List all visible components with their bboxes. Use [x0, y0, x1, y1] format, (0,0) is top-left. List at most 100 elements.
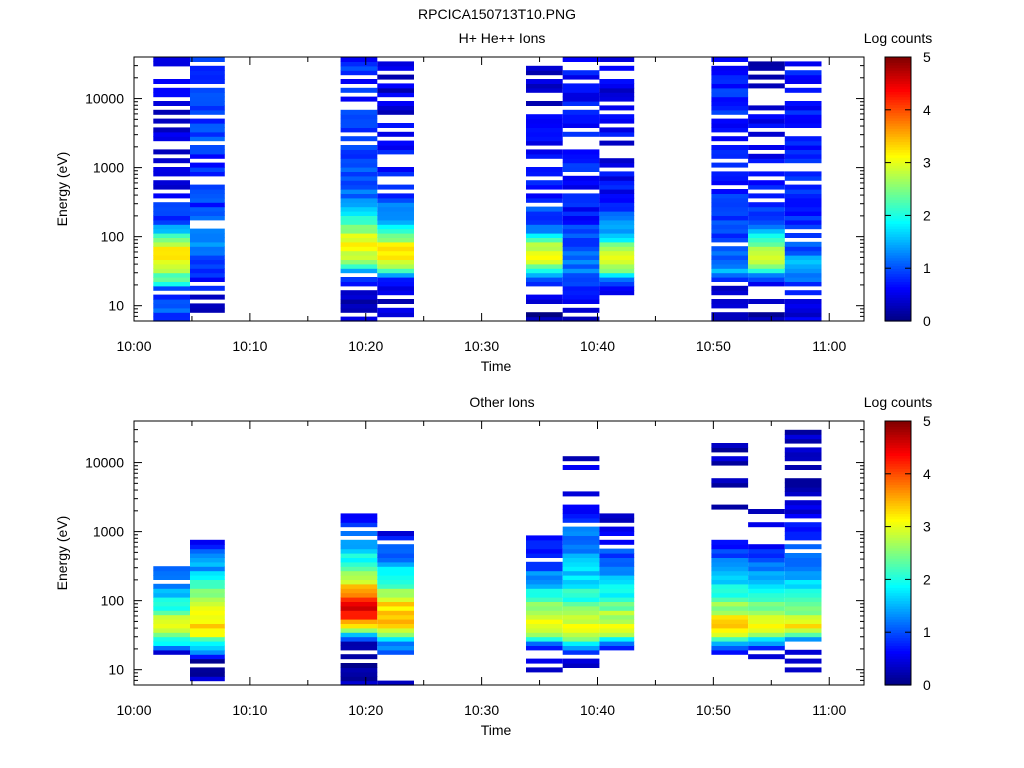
spectrogram-panel-1: 10:00 10:10 10:20 10:30 10:40 10:50 11:0010100…: [54, 30, 932, 374]
spectrogram-cell: [562, 517, 600, 523]
spectrogram-cell: [784, 610, 822, 616]
spectrogram-cell: [340, 241, 378, 247]
spectrogram-cell: [784, 101, 822, 106]
colorbar-swatch: [885, 130, 911, 135]
colorbar-swatch: [885, 666, 911, 670]
spectrogram-cell: [340, 263, 378, 269]
spectrogram-cell: [340, 237, 378, 243]
spectrogram-cell: [748, 241, 785, 247]
colorbar-swatch: [885, 112, 911, 116]
colorbar-swatch: [885, 671, 911, 676]
spectrogram-cell: [599, 557, 635, 563]
spectrogram-cell: [748, 627, 785, 633]
spectrogram-cell: [711, 548, 749, 554]
spectrogram-cell: [526, 83, 563, 89]
spectrogram-cell: [711, 162, 749, 168]
spectrogram-cell: [599, 579, 635, 585]
time-bin-column: [190, 57, 225, 313]
colorbar-swatch: [885, 444, 911, 448]
colorbar-swatch: [885, 492, 911, 496]
spectrogram-cell: [599, 57, 635, 62]
spectrogram-cell: [711, 233, 749, 238]
spectrogram-cell: [711, 456, 749, 462]
y-tick-label: 100: [101, 229, 125, 245]
spectrogram-cell: [748, 610, 785, 616]
spectrogram-cell: [526, 206, 563, 212]
spectrogram-cell: [153, 268, 190, 274]
spectrogram-cell: [153, 285, 190, 291]
spectrogram-cell: [526, 294, 563, 300]
colorbar-swatch: [885, 642, 911, 646]
colorbar-swatch: [885, 260, 911, 264]
spectrogram-cell: [377, 206, 414, 212]
spectrogram-cell: [190, 96, 225, 102]
spectrogram-cell: [711, 70, 749, 76]
spectrogram-cell: [562, 237, 600, 243]
spectrogram-cell: [599, 219, 635, 225]
spectrogram-cell: [784, 509, 822, 514]
spectrogram-cell: [599, 570, 635, 576]
spectrogram-cell: [526, 101, 563, 106]
spectrogram-cell: [340, 561, 378, 567]
x-tick-label: 10:20: [348, 702, 383, 718]
spectrogram-cell: [153, 61, 190, 67]
spectrogram-cell: [599, 268, 635, 274]
spectrogram-cell: [599, 290, 635, 296]
colorbar-swatch: [885, 423, 911, 427]
colorbar-swatch: [885, 138, 911, 143]
spectrogram-cell: [748, 171, 785, 177]
spectrogram-cell: [784, 268, 822, 274]
spectrogram-cell: [562, 658, 600, 664]
spectrogram-cell: [784, 491, 822, 497]
colorbar-swatch: [885, 183, 911, 187]
colorbar-swatch: [885, 173, 911, 177]
spectrogram-cell: [377, 649, 414, 655]
spectrogram-cell: [526, 259, 563, 265]
colorbar-tick-label: 0: [923, 677, 931, 693]
spectrogram-cell: [377, 145, 414, 150]
spectrogram-cell: [526, 627, 563, 633]
time-bin-column: [526, 535, 563, 673]
spectrogram-cell: [784, 277, 822, 282]
spectrogram-cell: [377, 83, 414, 89]
colorbar-swatch: [885, 677, 911, 681]
spectrogram-cell: [153, 167, 190, 172]
spectrogram-cell: [153, 649, 190, 655]
time-bin-column: [526, 65, 563, 322]
colorbar-swatch: [885, 487, 911, 491]
colorbar-swatch: [885, 648, 911, 652]
spectrogram-cell: [526, 566, 563, 572]
spectrogram-cell: [377, 610, 414, 616]
spectrogram-cell: [562, 101, 600, 106]
spectrogram-cell: [190, 136, 225, 142]
spectrogram-cell: [784, 224, 822, 230]
spectrogram-cell: [526, 619, 563, 624]
spectrogram-cell: [784, 206, 822, 212]
spectrogram-cell: [784, 136, 822, 142]
spectrogram-cell: [748, 65, 785, 71]
time-bin-column: [599, 513, 635, 651]
colorbar-swatch: [885, 286, 911, 290]
spectrogram-cell: [377, 101, 414, 106]
spectrogram-cell: [711, 290, 749, 296]
spectrogram-cell: [153, 246, 190, 252]
spectrogram-cell: [526, 605, 563, 611]
spectrogram-cell: [711, 145, 749, 150]
spectrogram-cell: [377, 184, 414, 190]
colorbar-swatch: [885, 146, 911, 150]
spectrogram-cell: [377, 680, 414, 686]
y-tick-label: 100: [101, 593, 125, 609]
colorbar-swatch: [885, 167, 911, 172]
colorbar-swatch: [885, 655, 911, 660]
spectrogram-cell: [784, 255, 822, 260]
spectrogram-cell: [153, 228, 190, 234]
spectrogram-cell: [526, 87, 563, 93]
spectrogram-cell: [562, 316, 600, 322]
spectrogram-cell: [711, 447, 749, 453]
spectrogram-cell: [599, 92, 635, 98]
spectrogram-cell: [340, 597, 378, 602]
spectrogram-cell: [377, 149, 414, 155]
spectrogram-cell: [711, 544, 749, 550]
spectrogram-cell: [377, 588, 414, 594]
spectrogram-cell: [599, 610, 635, 616]
